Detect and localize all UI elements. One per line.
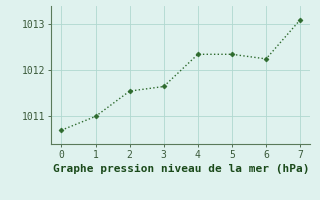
X-axis label: Graphe pression niveau de la mer (hPa): Graphe pression niveau de la mer (hPa) bbox=[52, 164, 309, 174]
